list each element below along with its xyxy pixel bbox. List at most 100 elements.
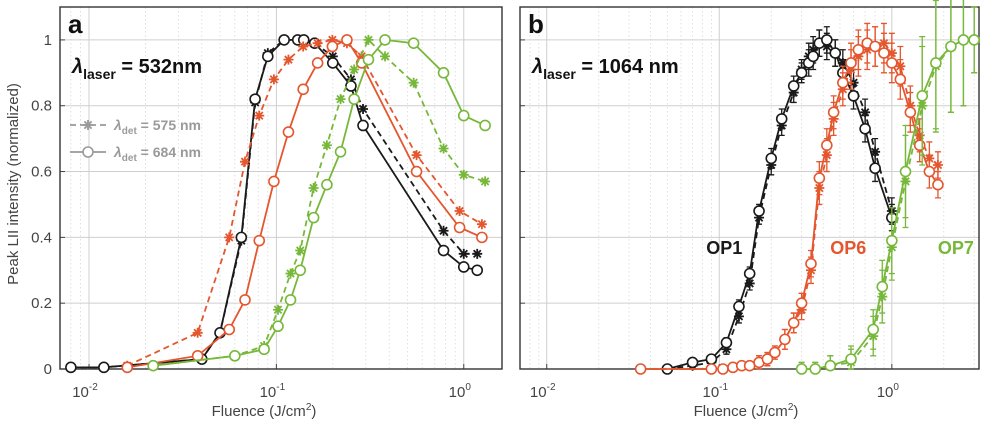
data-point-op1 [457, 261, 470, 273]
data-point-op1 [753, 205, 765, 217]
data-point-op6 [743, 359, 756, 372]
data-point-op7 [437, 67, 450, 79]
data-point-op6 [769, 346, 781, 359]
data-point-op1 [870, 146, 881, 157]
data-point-op7 [930, 57, 942, 69]
data-point-op7 [285, 268, 296, 279]
data-point-op7 [284, 294, 297, 306]
data-point-op6 [886, 57, 898, 69]
data-point-op6 [476, 219, 487, 230]
data-point-op7 [379, 34, 391, 46]
panel-letter: a [68, 9, 83, 39]
data-point-op1 [860, 107, 871, 118]
legend-label: λdet = 684 nm [113, 144, 201, 164]
data-point-op6 [932, 159, 943, 170]
data-point-op6 [805, 257, 817, 270]
data-point-op1 [278, 34, 290, 46]
data-point-op6 [253, 234, 266, 247]
data-point-op6 [705, 363, 718, 375]
data-point-op6 [326, 40, 339, 53]
data-point-op1 [262, 50, 274, 63]
data-point-op6 [298, 41, 309, 52]
data-point-op6 [311, 57, 324, 69]
data-point-op6 [634, 363, 647, 375]
data-point-op7 [899, 165, 912, 178]
data-point-op7 [408, 77, 419, 88]
panel-a: 0 0.2 0.4 0.6 0.8 1 10-2 10-1 100 a λlaser = 532nm… [31, 6, 503, 401]
data-point-op7 [457, 109, 470, 122]
y-tick-label: 0.6 [31, 164, 52, 181]
data-point-op7 [229, 350, 241, 362]
data-point-op1 [859, 122, 871, 135]
data-point-op1 [437, 244, 450, 257]
data-point-op7 [886, 234, 898, 247]
data-point-op6 [932, 178, 944, 191]
data-point-op7 [824, 359, 837, 372]
data-point-op1 [471, 264, 484, 277]
data-point-op6 [410, 165, 423, 178]
data-point-op6 [923, 165, 936, 178]
data-point-op6 [254, 110, 265, 121]
x-axis-label-a: Fluence (J/cm2) [212, 402, 317, 420]
data-point-op7 [957, 34, 970, 46]
lambda-laser-label: λlaser = 1064 nm [531, 56, 679, 82]
data-point-op6 [453, 221, 466, 234]
legend-marker [82, 146, 94, 158]
y-tick-label: 0 [44, 361, 52, 378]
data-point-op6 [904, 106, 917, 119]
series-line-op7-circle [153, 38, 486, 367]
legend-label: λdet = 575 nm [113, 117, 201, 137]
data-point-op1 [345, 74, 356, 85]
data-point-op6 [852, 43, 865, 56]
data-point-op7 [362, 53, 375, 66]
data-point-op1 [358, 104, 369, 115]
data-point-op6 [837, 76, 849, 89]
data-point-op6 [894, 73, 907, 86]
data-point-op1 [327, 51, 338, 62]
data-point-op1 [357, 119, 369, 132]
data-point-op7 [795, 363, 808, 375]
data-point-op6 [121, 361, 134, 374]
data-point-op6 [878, 47, 890, 59]
series-line-op1-asterisk [667, 42, 893, 370]
data-point-op6 [795, 297, 808, 309]
data-point-op7 [363, 34, 374, 45]
data-point-op6 [312, 38, 323, 49]
data-point-op1 [733, 311, 744, 322]
data-point-op6 [283, 54, 294, 65]
lambda-laser-label: λlaser = 532nm [71, 56, 202, 82]
data-point-op6 [341, 34, 353, 46]
data-point-op7 [335, 94, 346, 105]
panel-letter: b [528, 9, 544, 39]
data-point-op6 [787, 317, 800, 329]
data-point-op7 [380, 51, 391, 62]
plot-frame [59, 6, 503, 370]
data-point-op1 [720, 336, 733, 349]
data-point-op7 [479, 119, 491, 132]
data-point-op6 [761, 353, 774, 365]
data-point-op1 [98, 361, 110, 374]
data-point-op1 [821, 34, 833, 46]
data-point-op1 [458, 248, 469, 259]
data-point-op1 [472, 248, 483, 259]
data-point-op1 [795, 67, 808, 79]
data-point-op6 [913, 139, 926, 152]
series-line-op6-asterisk [126, 38, 483, 367]
data-point-op7 [968, 34, 980, 46]
error-bar [960, 0, 967, 107]
data-point-op1 [65, 361, 77, 374]
data-point-op1 [847, 90, 860, 102]
data-point-op6 [827, 106, 840, 119]
data-point-op1 [249, 93, 261, 105]
data-point-op1 [326, 57, 339, 69]
data-point-op6 [821, 139, 833, 152]
data-point-op6 [327, 34, 338, 45]
data-point-op7 [458, 169, 469, 180]
data-point-op7 [438, 143, 449, 154]
data-point-op7 [295, 245, 306, 256]
data-point-op1 [743, 267, 756, 280]
data-point-op7 [407, 37, 420, 50]
y-tick-label: 0.2 [31, 295, 52, 312]
series-label-op1: OP1 [706, 238, 742, 258]
